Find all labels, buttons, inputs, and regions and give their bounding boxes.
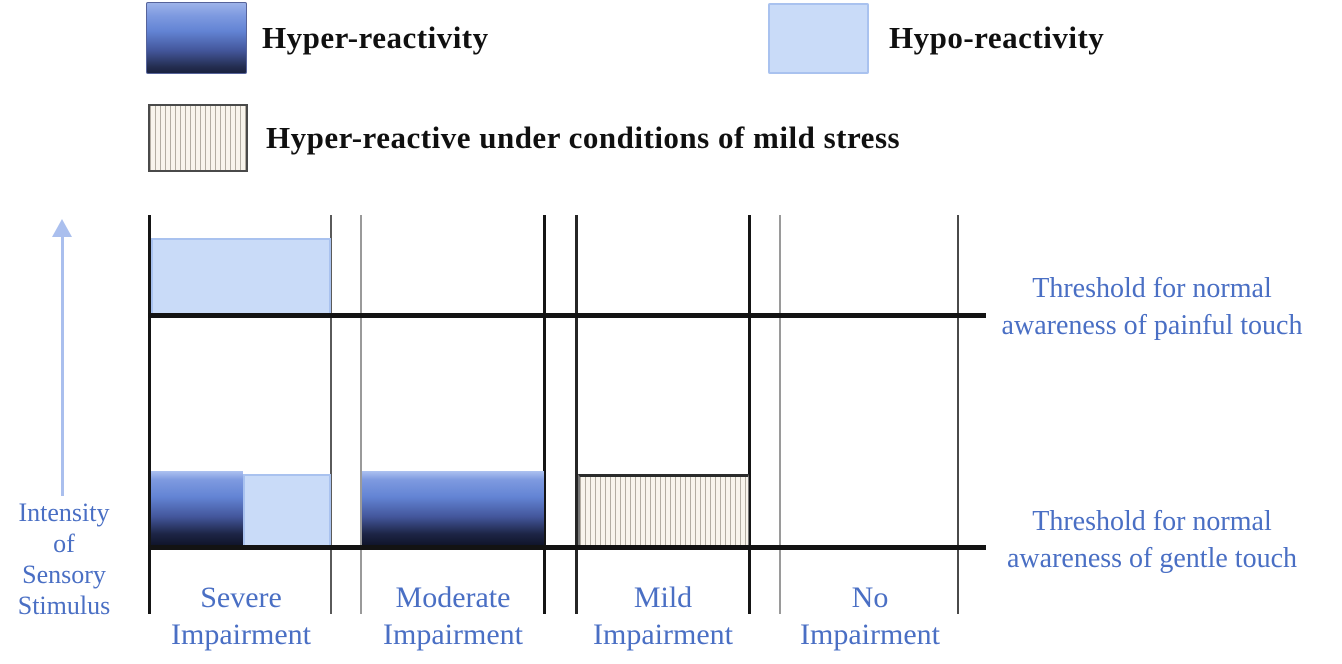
column-boundary-line: [330, 215, 332, 614]
legend-mild-stress-swatch: [148, 104, 248, 172]
category-label-line: Moderate: [395, 581, 511, 614]
gentle-touch-threshold-label: Threshold for normal awareness of gentle…: [962, 503, 1342, 577]
zone-mild-stress-hyper-reactive-mild: [578, 474, 749, 545]
zone-hypo-reactivity-severe-upper: [151, 238, 331, 313]
column-boundary-line: [360, 215, 362, 614]
category-label-line: Impairment: [800, 618, 940, 651]
legend-mild-stress-label: Hyper-reactive under conditions of mild …: [266, 120, 901, 155]
y-axis-arrow-head-icon: [52, 219, 72, 237]
threshold-label-line: awareness of painful touch: [1001, 310, 1303, 341]
zone-hypo-reactivity-severe-lower: [243, 474, 331, 545]
y-axis-label-line: Stimulus: [17, 591, 111, 620]
threshold-label-line: awareness of gentle touch: [1007, 543, 1297, 574]
y-axis-label-line: Sensory: [22, 560, 106, 589]
category-label-severe-impairment: Severe Impairment: [126, 579, 356, 653]
category-label-line: Mild: [633, 581, 693, 614]
zone-hyper-reactivity-moderate: [362, 471, 544, 545]
legend-hypo-reactivity-label: Hypo-reactivity: [889, 20, 1105, 55]
category-label-no-impairment: No Impairment: [755, 579, 985, 653]
category-label-line: Impairment: [171, 618, 311, 651]
column-boundary-line: [957, 215, 959, 614]
category-label-line: Severe: [200, 581, 282, 614]
zone-hyper-reactivity-severe-lower: [151, 471, 243, 545]
category-label-mild-impairment: Mild Impairment: [548, 579, 778, 653]
legend-hypo-reactivity-swatch: [768, 3, 869, 74]
column-boundary-line: [148, 215, 151, 614]
category-label-line: No: [851, 581, 889, 614]
threshold-label-line: Threshold for normal: [1032, 506, 1272, 537]
category-label-moderate-impairment: Moderate Impairment: [338, 579, 568, 653]
category-label-line: Impairment: [593, 618, 733, 651]
y-axis-arrow-shaft: [61, 236, 64, 496]
y-axis-label: Intensity of Sensory Stimulus: [0, 497, 128, 621]
column-boundary-line: [543, 215, 546, 614]
painful-touch-threshold-line: [148, 313, 986, 318]
legend-hyper-reactivity-label: Hyper-reactivity: [262, 20, 489, 55]
column-boundary-line: [779, 215, 781, 614]
gentle-touch-threshold-line: [148, 545, 986, 550]
painful-touch-threshold-label: Threshold for normal awareness of painfu…: [962, 270, 1342, 344]
y-axis-label-line: of: [53, 529, 75, 558]
column-boundary-line: [748, 215, 751, 614]
legend-hyper-reactivity-swatch: [146, 2, 247, 74]
threshold-label-line: Threshold for normal: [1032, 273, 1272, 304]
column-boundary-line: [575, 215, 578, 614]
y-axis-label-line: Intensity: [18, 498, 110, 527]
category-label-line: Impairment: [383, 618, 523, 651]
